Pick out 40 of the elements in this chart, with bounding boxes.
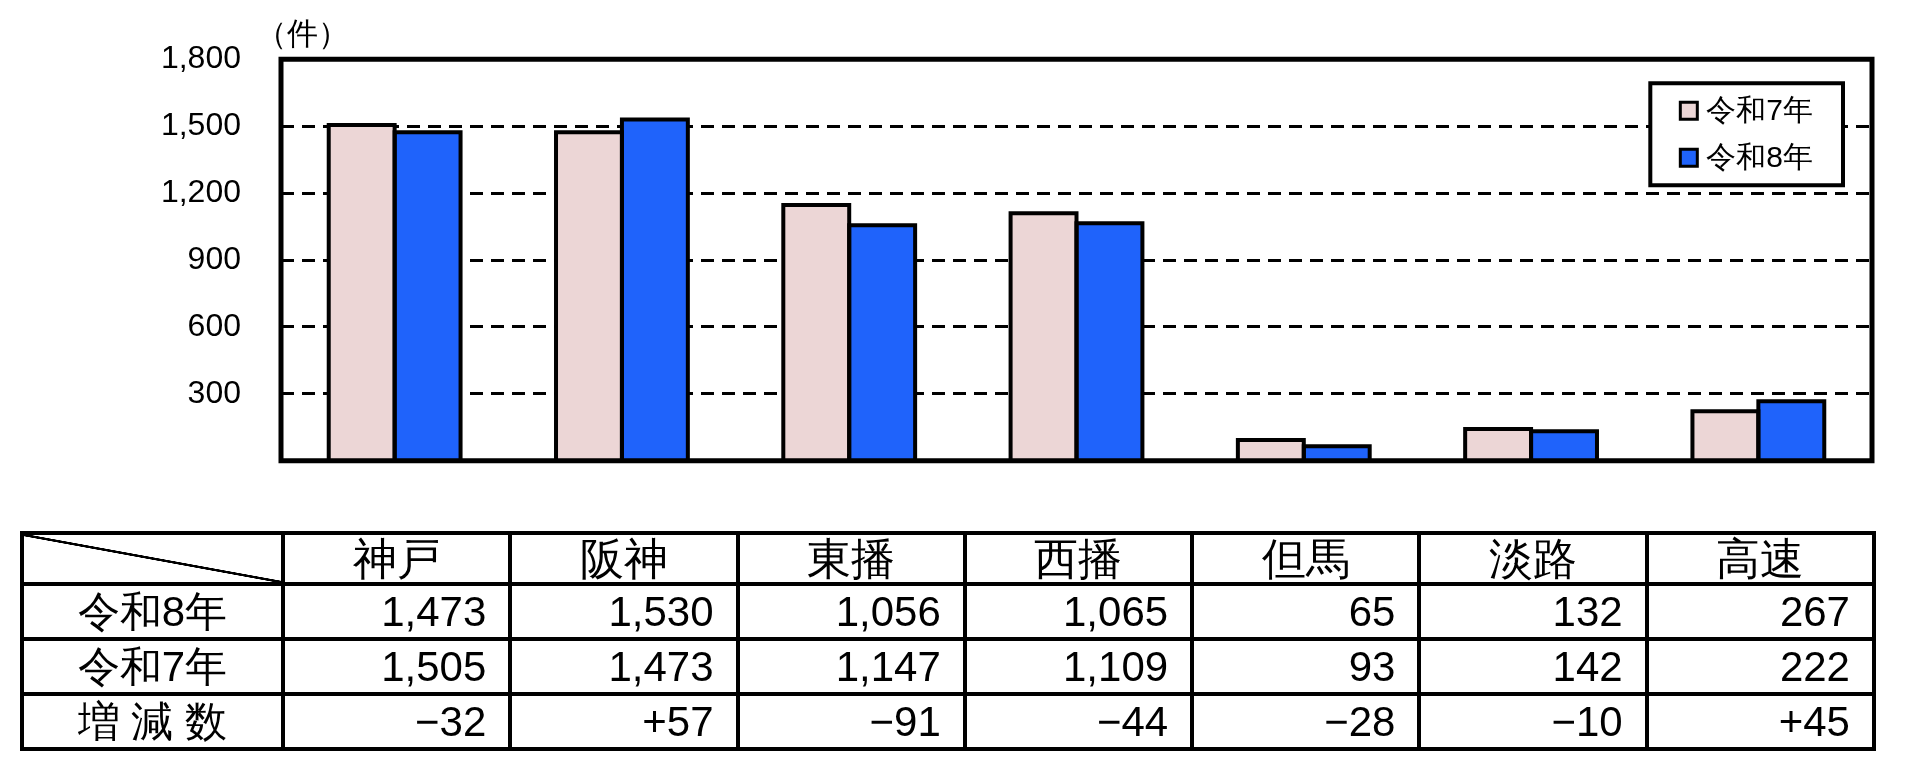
x-tick-label: 神戸	[283, 533, 511, 584]
y-tick-label: 900	[187, 239, 241, 276]
data-label: 1,056	[737, 584, 965, 639]
data-label: 267	[1646, 584, 1874, 639]
x-tick-label: 東播	[737, 533, 965, 584]
x-tick-label: 淡路	[1419, 533, 1647, 584]
data-label: 65	[1192, 584, 1420, 639]
data-label: 1,473	[510, 639, 738, 694]
text: −44	[964, 694, 1193, 749]
data-label: 1,147	[737, 639, 965, 694]
data-label: 1,473	[283, 584, 511, 639]
text: 増 減 数	[22, 694, 283, 749]
data-label: 1,065	[964, 584, 1193, 639]
text: −32	[283, 694, 511, 749]
y-tick-label: 1,200	[160, 172, 241, 209]
data-label: 1,530	[510, 584, 738, 639]
x-tick-label: 高速	[1646, 533, 1874, 584]
y-tick-label: 1,500	[160, 105, 241, 142]
legend-label: 令和7年	[1706, 92, 1813, 126]
data-label: 142	[1419, 639, 1647, 694]
y-tick-label: 300	[187, 373, 241, 410]
text: −91	[737, 694, 965, 749]
data-label: 1,109	[964, 639, 1193, 694]
x-tick-label: 但馬	[1192, 533, 1420, 584]
text: 令和8年	[77, 588, 228, 635]
x-tick-label: 阪神	[510, 533, 738, 584]
y-tick-label: 1,800	[160, 39, 241, 76]
y-axis-title: （件）	[255, 16, 349, 52]
y-tick-label: 600	[187, 306, 241, 343]
x-tick-label: 西播	[964, 533, 1193, 584]
legend-label: 令和8年	[1706, 139, 1813, 173]
data-label: 222	[1646, 639, 1874, 694]
text: −28	[1192, 694, 1420, 749]
data-label: 1,505	[283, 639, 511, 694]
text: 令和7年	[77, 643, 228, 690]
text: +45	[1646, 694, 1874, 749]
data-label: 93	[1192, 639, 1420, 694]
text: −10	[1419, 694, 1647, 749]
text: +57	[510, 694, 738, 749]
data-label: 132	[1419, 584, 1647, 639]
